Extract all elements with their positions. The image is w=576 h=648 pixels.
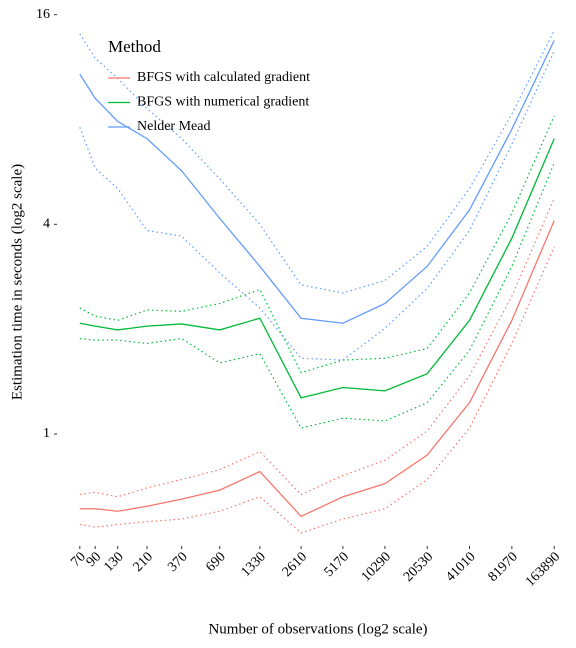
legend-label: Nelder Mead <box>137 119 210 134</box>
legend-title: Method <box>108 37 161 56</box>
y-tick-label: 16 <box>36 7 50 22</box>
series-line <box>79 220 555 518</box>
x-tick-label: 20530 <box>401 549 436 584</box>
x-tick-label: 210 <box>131 549 156 574</box>
lower-bound-line <box>79 246 555 534</box>
x-tick-label: 41010 <box>443 549 478 584</box>
x-tick-label: 163890 <box>523 549 563 589</box>
lower-bound-line <box>79 162 555 429</box>
x-tick-label: 10290 <box>359 549 394 584</box>
legend-label: BFGS with numerical gradient <box>137 95 309 110</box>
y-axis-label: Estimation time in seconds (log2 scale) <box>9 164 25 400</box>
x-tick-label: 5170 <box>322 549 352 579</box>
x-tick-label: 90 <box>84 549 105 570</box>
y-tick-label: 4 <box>43 217 50 232</box>
upper-bound-line <box>79 198 555 498</box>
x-tick-label: 370 <box>165 549 190 574</box>
x-tick-label: 690 <box>203 549 228 574</box>
x-tick-label: 2610 <box>280 549 310 579</box>
x-axis-label: Number of observations (log2 scale) <box>208 621 427 637</box>
series-line <box>79 138 555 399</box>
upper-bound-line <box>79 115 555 374</box>
upper-bound-line <box>79 30 555 294</box>
x-tick-label: 130 <box>101 549 126 574</box>
x-tick-label: 81970 <box>486 549 521 584</box>
legend-label: BFGS with calculated gradient <box>137 70 310 85</box>
y-tick-label: 1 <box>43 426 50 441</box>
series-line <box>79 40 555 324</box>
x-tick-label: 1330 <box>239 549 269 579</box>
